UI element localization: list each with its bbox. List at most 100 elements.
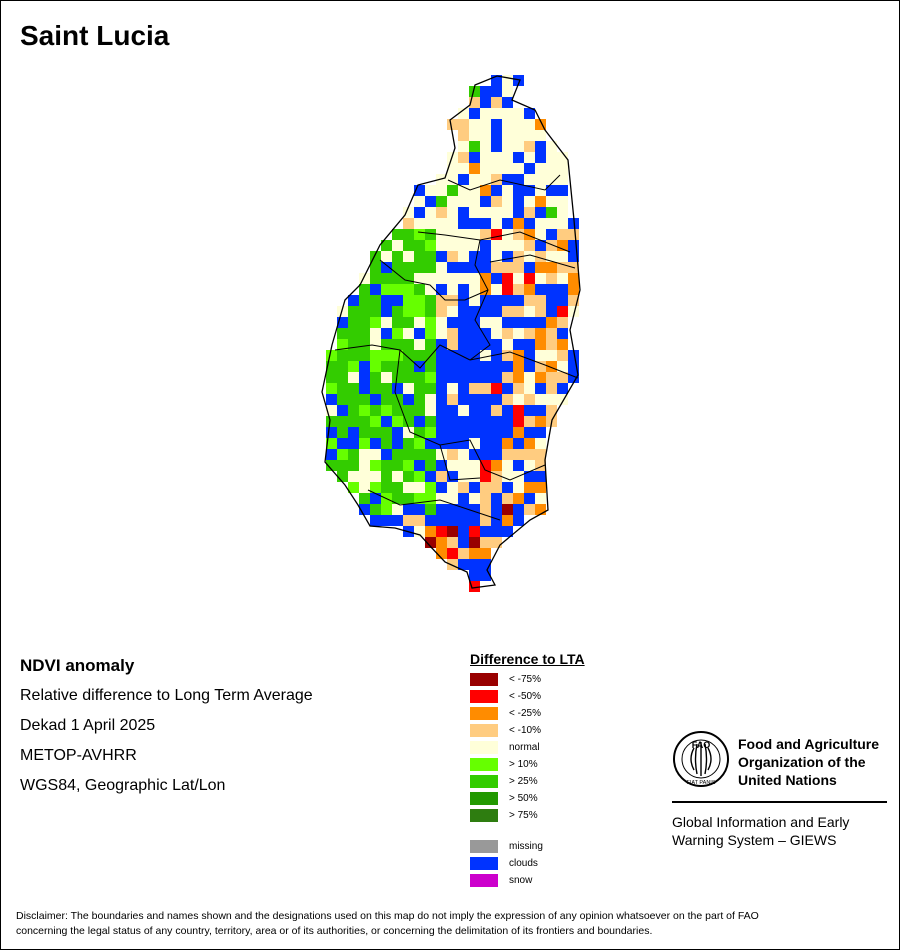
ndvi-pixel [524,240,535,251]
ndvi-pixel [469,361,480,372]
ndvi-pixel [447,251,458,262]
ndvi-pixel [469,240,480,251]
ndvi-pixel [436,339,447,350]
ndvi-pixel [392,350,403,361]
legend-swatch [470,775,498,788]
ndvi-pixel [535,174,546,185]
ndvi-pixel [480,185,491,196]
ndvi-pixel [436,460,447,471]
ndvi-pixel [359,460,370,471]
legend-label: < -50% [509,691,541,702]
ndvi-pixel [535,218,546,229]
ndvi-pixel [458,317,469,328]
ndvi-pixel [359,372,370,383]
ndvi-pixel [403,251,414,262]
ndvi-pixel [546,229,557,240]
ndvi-pixel [469,339,480,350]
ndvi-pixel [359,361,370,372]
ndvi-pixel [370,449,381,460]
ndvi-pixel [348,438,359,449]
ndvi-pixel [381,515,392,526]
ndvi-pixel [502,240,513,251]
ndvi-pixel [392,339,403,350]
ndvi-pixel [469,537,480,548]
ndvi-pixel [337,471,348,482]
ndvi-pixel [414,339,425,350]
ndvi-pixel [348,306,359,317]
district-boundaries [334,174,579,521]
ndvi-pixel [458,306,469,317]
ndvi-pixel [337,372,348,383]
ndvi-pixel [513,130,524,141]
ndvi-pixel [403,328,414,339]
ndvi-pixel [535,240,546,251]
ndvi-pixel [370,339,381,350]
ndvi-pixel [414,383,425,394]
ndvi-pixel [557,240,568,251]
ndvi-pixel [469,185,480,196]
ndvi-pixel [469,438,480,449]
ndvi-pixel [480,284,491,295]
ndvi-pixel [524,471,535,482]
ndvi-pixel [370,306,381,317]
ndvi-pixel [337,427,348,438]
ndvi-pixel [502,262,513,273]
ndvi-pixel [513,515,524,526]
ndvi-pixel [392,284,403,295]
ndvi-pixel [480,328,491,339]
ndvi-pixel [469,97,480,108]
ndvi-pixel [326,372,337,383]
ndvi-pixel [458,196,469,207]
ndvi-pixel [480,86,491,97]
ndvi-pixel [381,284,392,295]
ndvi-pixel [403,493,414,504]
ndvi-pixel [337,361,348,372]
ndvi-pixel [546,218,557,229]
ndvi-pixel [348,328,359,339]
ndvi-pixel [535,328,546,339]
product-description: Relative difference to Long Term Average [20,687,313,704]
ndvi-pixel [480,548,491,559]
ndvi-pixel [469,427,480,438]
ndvi-pixel [414,328,425,339]
ndvi-pixel [458,537,469,548]
ndvi-pixel [524,163,535,174]
ndvi-pixel [535,504,546,515]
ndvi-pixel [557,284,568,295]
ndvi-pixel [502,328,513,339]
ndvi-pixel [502,196,513,207]
ndvi-pixel [425,328,436,339]
ndvi-pixel [403,449,414,460]
legend-items: < -75% < -50% < -25% < -10% normal > 10% > 25%… [470,671,585,824]
ndvi-pixel [337,317,348,328]
ndvi-pixel [535,482,546,493]
ndvi-pixel [513,273,524,284]
ndvi-pixel [491,317,502,328]
ndvi-pixel [535,185,546,196]
ndvi-pixel [425,438,436,449]
ndvi-pixel [469,229,480,240]
ndvi-pixel [348,471,359,482]
ndvi-pixel [491,526,502,537]
ndvi-pixel [491,460,502,471]
product-period: Dekad 1 April 2025 [20,717,156,734]
ndvi-pixel [502,339,513,350]
ndvi-pixel [568,372,579,383]
ndvi-pixel [557,350,568,361]
ndvi-pixel [535,372,546,383]
ndvi-pixel [425,295,436,306]
ndvi-pixel [535,460,546,471]
ndvi-pixel [502,493,513,504]
ndvi-pixel [414,361,425,372]
ndvi-pixel [392,405,403,416]
ndvi-pixel [392,482,403,493]
ndvi-pixel [513,493,524,504]
ndvi-pixel [524,460,535,471]
ndvi-pixel [535,141,546,152]
ndvi-pixel [546,251,557,262]
ndvi-pixel [425,218,436,229]
ndvi-pixel [524,119,535,130]
ndvi-pixel [436,240,447,251]
ndvi-pixel [370,493,381,504]
legend-item: normal [470,739,585,756]
